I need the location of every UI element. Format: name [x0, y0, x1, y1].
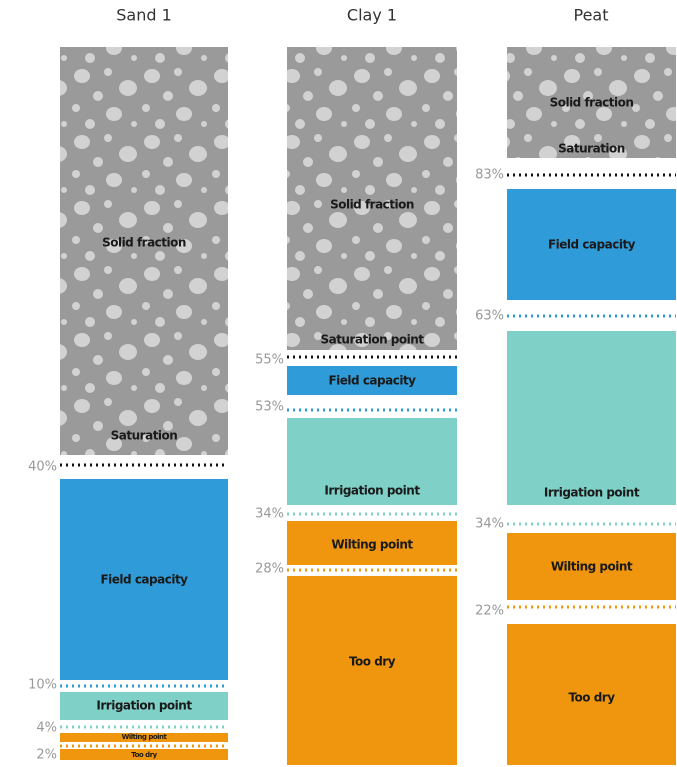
threshold-label: 4% [36, 721, 57, 736]
layer-label: Field capacity [100, 573, 188, 587]
layer-block [60, 479, 228, 680]
threshold-label: 53% [255, 400, 284, 415]
layer-label: Too dry [568, 691, 615, 705]
layer-block [507, 47, 676, 158]
layer-block [507, 533, 676, 600]
layer-label: Irrigation point [96, 699, 192, 713]
layer-label: Saturation point [320, 333, 424, 347]
layer-label: Saturation [558, 142, 625, 156]
layer-block [60, 692, 228, 720]
column-title: Peat [574, 6, 609, 25]
layer-label: Wilting point [331, 538, 413, 552]
threshold-label: 63% [475, 309, 504, 324]
layer-label: Wilting point [551, 560, 633, 574]
threshold-label: 40% [28, 460, 57, 475]
layer-block [507, 624, 676, 765]
layer-block [287, 418, 457, 505]
threshold-label: 55% [255, 353, 284, 368]
threshold-label: 10% [28, 678, 57, 693]
layer-label: Solid fraction [550, 96, 634, 110]
threshold-label: 2% [36, 748, 57, 763]
threshold-label: 34% [475, 517, 504, 532]
layer-label: Field capacity [328, 374, 416, 388]
layer-label: Wilting point [122, 733, 168, 741]
layer-block [60, 47, 228, 455]
layer-block [287, 47, 457, 350]
column-title: Clay 1 [347, 6, 397, 25]
column-title: Sand 1 [116, 6, 172, 25]
layer-label: Irrigation point [544, 486, 640, 500]
layer-label: Irrigation point [324, 484, 420, 498]
layer-block [287, 366, 457, 395]
layer-block [287, 576, 457, 765]
layer-label: Saturation [111, 429, 178, 443]
layer-block [60, 749, 228, 760]
layer-block [507, 331, 676, 505]
layer-label: Solid fraction [102, 236, 186, 250]
threshold-label: 83% [475, 168, 504, 183]
layer-block [507, 189, 676, 300]
layer-block [287, 521, 457, 565]
layer-label: Too dry [131, 751, 157, 759]
layer-label: Too dry [349, 655, 396, 669]
layer-label: Field capacity [548, 238, 636, 252]
threshold-label: 28% [255, 562, 284, 577]
threshold-label: 34% [255, 507, 284, 522]
threshold-label: 22% [475, 604, 504, 619]
layer-block [60, 733, 228, 742]
layer-label: Solid fraction [330, 198, 414, 212]
